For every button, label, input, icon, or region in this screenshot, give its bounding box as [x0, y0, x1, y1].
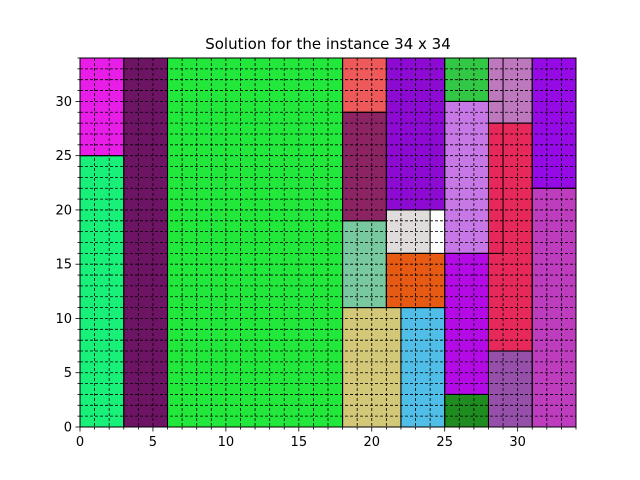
y-tick-label: 25	[55, 149, 72, 164]
packed-rectangle-7	[342, 220, 387, 308]
x-tick-label: 15	[291, 435, 308, 450]
y-tick-label: 30	[55, 95, 72, 110]
x-tick-label: 25	[436, 435, 453, 450]
y-tick-label: 5	[64, 366, 72, 381]
x-tick-label: 0	[76, 435, 84, 450]
y-tick-label: 10	[55, 312, 72, 327]
packed-rectangle-19	[488, 351, 533, 427]
x-tick-label: 30	[509, 435, 526, 450]
packed-rectangle-16	[444, 394, 489, 427]
packed-rectangle-1	[80, 58, 124, 156]
packed-rectangle-12	[400, 307, 445, 427]
x-tick-label: 20	[363, 435, 380, 450]
y-axis: 0 5 10 15 20 25 30	[55, 57, 80, 436]
packed-rectangle-21	[532, 188, 576, 427]
packed-rectangle-20	[532, 58, 576, 189]
packed-rectangle-8	[342, 307, 401, 427]
x-tick-label: 10	[218, 435, 235, 450]
y-tick-label: 20	[55, 203, 72, 218]
packed-rectangle-6	[342, 112, 387, 221]
y-tick-label: 0	[64, 421, 72, 436]
y-tick-label: 15	[55, 258, 72, 273]
packed-rectangle-5	[342, 58, 387, 113]
packed-rectangle-2	[80, 155, 124, 428]
chart-title: Solution for the instance 34 x 34	[205, 35, 451, 53]
x-tick-label: 5	[149, 435, 157, 450]
packed-rectangle-15	[444, 253, 489, 395]
packed-rectangle-18	[488, 123, 533, 352]
x-axis: 0 5 10 15 20 25 30	[76, 427, 577, 450]
